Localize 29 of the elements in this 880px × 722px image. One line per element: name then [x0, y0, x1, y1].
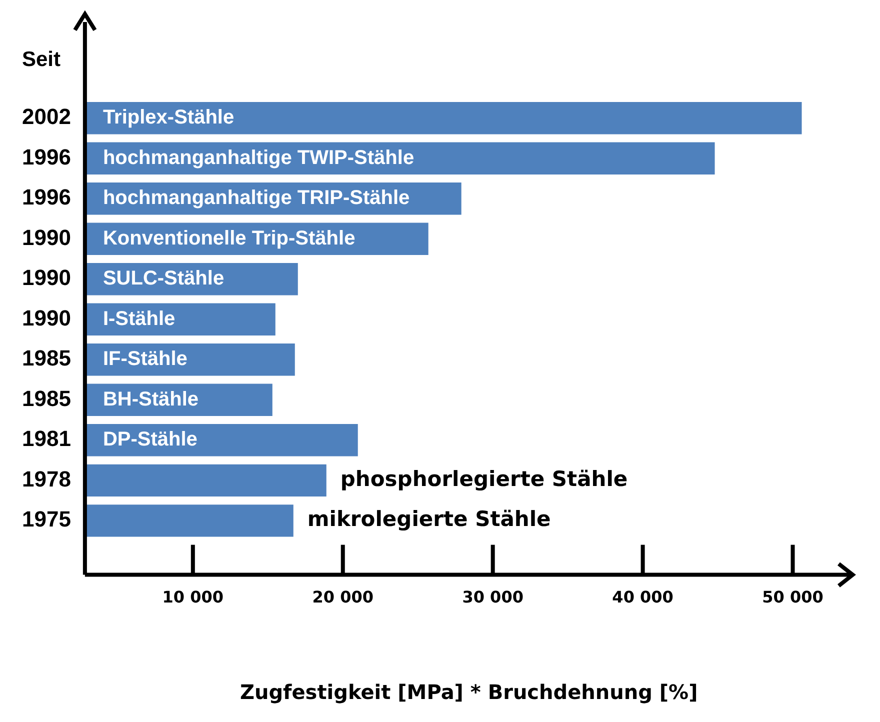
x-tick-label: 10 000: [162, 588, 224, 607]
y-tick-label: 2002: [22, 104, 71, 130]
data-label: mikrolegierte Stähle: [307, 507, 551, 532]
y-tick-label: 1981: [22, 426, 71, 452]
y-tick-label: 1996: [22, 144, 71, 170]
y-tick-label: 1975: [22, 506, 71, 532]
y-tick-label: 1985: [22, 386, 71, 411]
data-label: Triplex-Stähle: [102, 106, 234, 129]
x-tick-label: 20 000: [312, 588, 374, 607]
y-tick-label: 1990: [22, 305, 71, 330]
data-label: hochmanganhaltige TRIP-Stähle: [102, 187, 410, 210]
x-axis-title: Zugfestigkeit [MPa] * Bruchdehnung [%]: [240, 680, 698, 704]
y-tick-label: 1990: [22, 265, 71, 290]
data-label: I-Stähle: [102, 308, 176, 330]
data-label: phosphorlegierte Stähle: [340, 466, 628, 491]
data-label: IF-Stähle: [102, 348, 188, 370]
data-label: Konventionelle Trip-Stähle: [102, 227, 356, 250]
data-label: BH-Stähle: [102, 388, 199, 410]
y-tick-label: 1985: [22, 346, 71, 371]
y-axis-title: Seit: [22, 48, 61, 71]
y-tick-label: 1996: [22, 184, 71, 210]
x-tick-label: 50 000: [762, 588, 824, 607]
x-tick-label: 40 000: [612, 588, 674, 607]
data-label: DP-Stähle: [102, 428, 198, 451]
data-label: SULC-Stähle: [102, 268, 224, 290]
y-tick-label: 1978: [22, 466, 71, 492]
data-label: hochmanganhaltige TWIP-Stähle: [102, 146, 414, 169]
x-tick-label: 30 000: [462, 588, 524, 607]
y-tick-label: 1990: [22, 224, 71, 250]
